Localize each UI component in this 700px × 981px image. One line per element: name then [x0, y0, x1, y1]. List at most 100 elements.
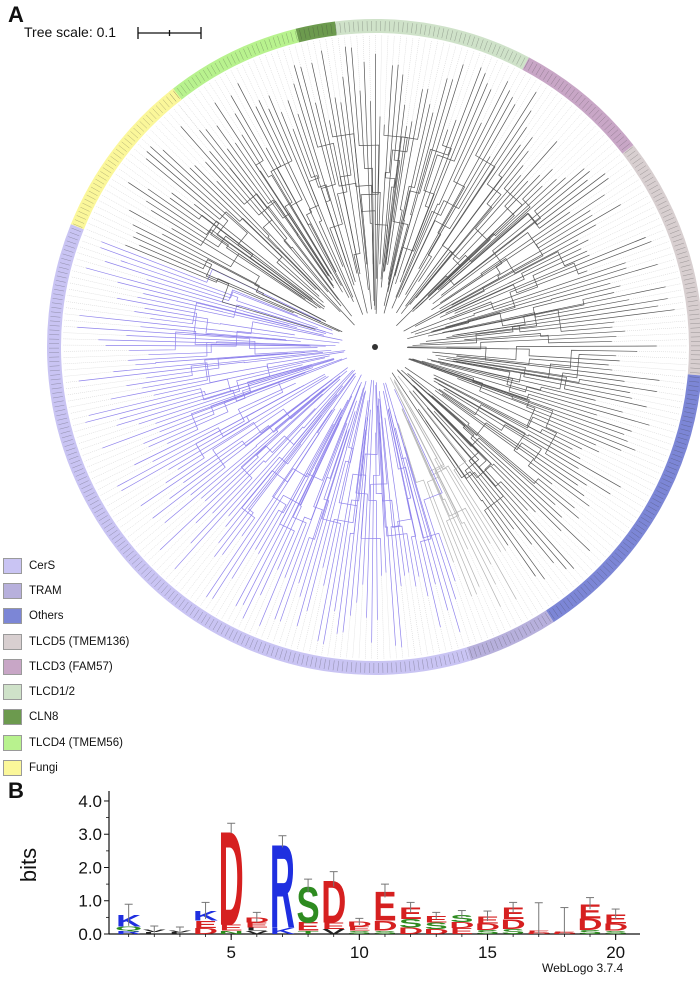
logo-letter: T: [297, 930, 318, 935]
leaf-tick: [669, 230, 680, 234]
leaf-guide: [637, 351, 687, 353]
leaf-tick: [674, 242, 685, 247]
leaf-tick: [341, 661, 344, 672]
leaf-tick: [109, 529, 118, 536]
logo-letter: E: [502, 905, 525, 923]
leaf-guide: [276, 50, 299, 115]
leaf-guide: [284, 596, 301, 646]
leaf-tick: [54, 289, 65, 292]
leaf-tick: [147, 573, 155, 581]
leaf-guide: [578, 468, 643, 508]
tree-branch: [434, 390, 587, 486]
leaf-guide: [294, 45, 301, 68]
leaf-tick: [543, 71, 549, 80]
weblogo-credit: WebLogo 3.7.4: [542, 961, 624, 975]
leaf-tick: [232, 631, 238, 641]
leaf-tick: [357, 21, 359, 32]
leaf-tick: [71, 227, 81, 232]
tree-branch: [132, 224, 294, 314]
leaf-guide: [148, 549, 161, 562]
leaf-guide: [406, 38, 420, 127]
leaf-guide: [596, 414, 674, 439]
leaf-guide: [402, 36, 407, 75]
leaf-guide: [94, 464, 135, 485]
tree-branch: [428, 393, 579, 486]
leaf-guide: [188, 96, 228, 149]
leaf-tick: [686, 291, 697, 294]
tree-branch: [113, 357, 326, 384]
leaf-guide: [667, 295, 683, 299]
tree-branch: [425, 419, 536, 577]
leaf-tick: [671, 234, 682, 239]
leaf-tick: [475, 37, 480, 48]
tree-branch: [242, 374, 362, 619]
tree-branch: [155, 358, 334, 424]
leaf-tick: [514, 630, 520, 640]
leaf-tick: [205, 616, 211, 626]
tree-branch: [190, 393, 323, 544]
tree-root: [372, 344, 378, 350]
leaf-tick: [535, 66, 542, 76]
leaf-guide: [625, 247, 671, 263]
leaf-tick: [649, 184, 658, 191]
legend-swatch: [3, 557, 22, 574]
tree-branch: [164, 375, 341, 524]
leaf-tick: [111, 533, 121, 540]
tree-branch: [396, 104, 516, 314]
leaf-guide: [490, 543, 534, 617]
leaf-tick: [666, 221, 677, 226]
tree-branch: [140, 370, 348, 507]
leaf-tick: [297, 653, 300, 664]
leaf-guide: [566, 568, 579, 584]
legend-item: TLCD1/2: [3, 679, 129, 704]
tree-branch: [414, 224, 597, 327]
tree-branch: [126, 335, 318, 355]
tree-branch: [152, 397, 310, 519]
leaf-tick: [578, 97, 586, 106]
tree-branch: [368, 380, 378, 620]
leaf-tick: [662, 478, 672, 483]
leaf-tick: [681, 424, 692, 428]
leaf-tick: [235, 52, 240, 62]
leaf-guide: [422, 40, 432, 90]
leaf-guide: [183, 100, 206, 130]
leaf-guide: [369, 35, 371, 102]
leaf-guide: [656, 391, 684, 396]
leaf-tick: [591, 110, 600, 118]
leaf-tick: [50, 316, 61, 318]
leaf-tick: [629, 154, 639, 161]
leaf-guide: [536, 83, 542, 93]
leaf-tick: [76, 215, 86, 220]
tree-branch: [383, 79, 454, 306]
leaf-tick: [546, 73, 553, 83]
clade-arc-fungi: [70, 88, 182, 230]
tree-branch: [417, 408, 532, 545]
leaf-guide: [573, 568, 584, 580]
leaf-tick: [598, 116, 606, 124]
leaf-tick: [545, 613, 551, 622]
tree-branch: [387, 112, 434, 285]
tree-branch: [407, 373, 580, 519]
logo-letter: E: [322, 921, 345, 931]
leaf-guide: [556, 113, 582, 142]
leaf-tick: [101, 518, 111, 525]
leaf-guide: [270, 52, 289, 101]
leaf-guide: [230, 70, 238, 84]
logo-letter: D: [475, 922, 500, 932]
tree-branch: [258, 409, 333, 555]
leaf-guide: [216, 549, 256, 616]
leaf-guide: [185, 556, 215, 595]
tree-branch: [378, 422, 396, 646]
leaf-guide: [84, 431, 160, 462]
leaf-tick: [80, 207, 90, 212]
tree-branch: [105, 330, 340, 347]
tree-branch: [255, 408, 342, 550]
leaf-tick: [688, 385, 699, 387]
tree-branch: [387, 408, 420, 577]
leaf-tick: [169, 93, 177, 102]
leaf-tick: [330, 23, 333, 34]
leaf-guide: [531, 544, 570, 592]
leaf-guide: [358, 584, 363, 659]
leaf-guide: [507, 67, 515, 82]
leaf-tick: [559, 603, 566, 612]
